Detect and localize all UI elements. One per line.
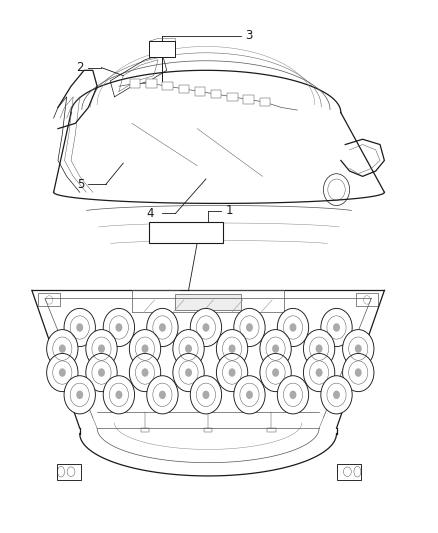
Text: 4: 4 [146, 207, 154, 220]
Circle shape [98, 368, 105, 377]
Circle shape [173, 329, 204, 368]
Circle shape [116, 323, 122, 332]
Text: 5: 5 [77, 178, 84, 191]
Circle shape [103, 309, 134, 346]
Bar [267, 428, 276, 432]
Circle shape [246, 323, 253, 332]
Bar [211, 90, 222, 99]
Circle shape [98, 344, 105, 353]
Circle shape [260, 353, 291, 392]
Circle shape [202, 391, 209, 399]
Circle shape [321, 376, 352, 414]
Circle shape [185, 368, 192, 377]
Bar [57, 464, 81, 480]
Bar [130, 79, 140, 88]
Circle shape [290, 391, 297, 399]
Circle shape [272, 344, 279, 353]
Circle shape [290, 323, 297, 332]
Circle shape [116, 391, 122, 399]
Circle shape [141, 344, 148, 353]
Circle shape [316, 344, 322, 353]
Circle shape [86, 329, 117, 368]
Bar [260, 98, 270, 107]
Circle shape [159, 323, 166, 332]
Bar [179, 85, 189, 93]
Circle shape [304, 353, 335, 392]
Circle shape [103, 376, 134, 414]
Bar [146, 79, 156, 88]
Circle shape [129, 353, 161, 392]
Bar [162, 82, 173, 91]
Circle shape [47, 353, 78, 392]
Circle shape [229, 368, 236, 377]
Bar [356, 293, 378, 306]
Circle shape [141, 368, 148, 377]
Circle shape [202, 323, 209, 332]
Circle shape [321, 309, 352, 346]
Circle shape [316, 368, 322, 377]
Circle shape [76, 391, 83, 399]
Circle shape [64, 309, 95, 346]
Circle shape [185, 344, 192, 353]
Circle shape [47, 329, 78, 368]
Circle shape [277, 309, 309, 346]
Bar [244, 95, 254, 104]
Bar [149, 41, 176, 57]
Circle shape [234, 309, 265, 346]
Circle shape [234, 376, 265, 414]
Bar [141, 428, 149, 432]
Circle shape [76, 323, 83, 332]
Circle shape [246, 391, 253, 399]
Circle shape [64, 376, 95, 414]
Circle shape [333, 391, 340, 399]
Bar [195, 87, 205, 96]
Circle shape [343, 329, 374, 368]
Circle shape [272, 368, 279, 377]
Circle shape [229, 344, 236, 353]
Circle shape [59, 368, 66, 377]
Circle shape [277, 376, 309, 414]
Bar [149, 222, 223, 243]
Circle shape [355, 368, 362, 377]
Text: 3: 3 [245, 29, 252, 42]
Text: 1: 1 [226, 204, 233, 217]
Circle shape [333, 323, 340, 332]
Circle shape [304, 329, 335, 368]
Circle shape [147, 309, 178, 346]
Bar [337, 464, 361, 480]
Circle shape [216, 353, 248, 392]
Circle shape [216, 329, 248, 368]
Circle shape [190, 376, 222, 414]
Text: 2: 2 [77, 61, 84, 74]
Circle shape [147, 376, 178, 414]
Bar [227, 93, 238, 101]
Circle shape [260, 329, 291, 368]
Circle shape [129, 329, 161, 368]
Bar [176, 294, 241, 310]
Circle shape [173, 353, 204, 392]
Circle shape [59, 344, 66, 353]
Circle shape [86, 353, 117, 392]
Bar [204, 428, 212, 432]
Circle shape [190, 309, 222, 346]
Circle shape [355, 344, 362, 353]
Circle shape [343, 353, 374, 392]
Circle shape [159, 391, 166, 399]
Bar [39, 293, 60, 306]
